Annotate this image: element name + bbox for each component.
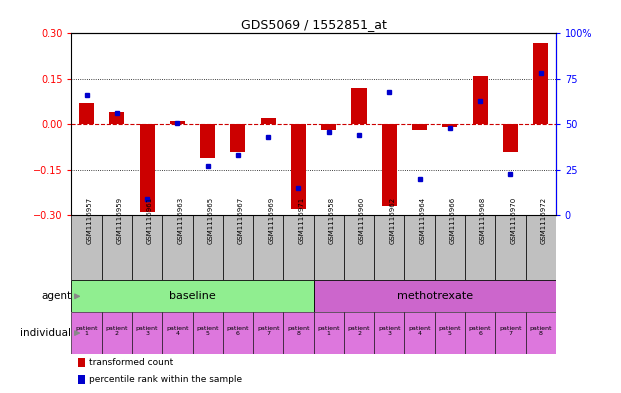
- Bar: [283, 215, 314, 280]
- Bar: [71, 215, 102, 280]
- Bar: [132, 215, 162, 280]
- Text: patient
2: patient 2: [106, 326, 128, 336]
- Text: patient
3: patient 3: [378, 326, 401, 336]
- Bar: [102, 312, 132, 354]
- Bar: [78, 358, 85, 367]
- Text: GSM1116965: GSM1116965: [207, 197, 214, 244]
- Text: patient
5: patient 5: [438, 326, 461, 336]
- Text: patient
8: patient 8: [288, 326, 310, 336]
- Bar: [382, 124, 397, 206]
- Bar: [314, 280, 556, 312]
- Bar: [170, 121, 185, 124]
- Bar: [102, 215, 132, 280]
- Bar: [404, 312, 435, 354]
- Text: patient
7: patient 7: [499, 326, 522, 336]
- Text: GSM1116972: GSM1116972: [541, 197, 546, 244]
- Bar: [344, 215, 374, 280]
- Bar: [495, 215, 525, 280]
- Bar: [253, 215, 283, 280]
- Bar: [435, 312, 465, 354]
- Text: baseline: baseline: [169, 291, 216, 301]
- Bar: [435, 215, 465, 280]
- Bar: [162, 312, 193, 354]
- Bar: [314, 312, 344, 354]
- Bar: [465, 215, 495, 280]
- Text: GSM1116970: GSM1116970: [510, 197, 517, 244]
- Bar: [404, 215, 435, 280]
- Text: GSM1116964: GSM1116964: [420, 197, 425, 244]
- Bar: [495, 312, 525, 354]
- Bar: [321, 124, 337, 130]
- Text: patient
8: patient 8: [530, 326, 552, 336]
- Text: GSM1116968: GSM1116968: [480, 197, 486, 244]
- Bar: [525, 312, 556, 354]
- Title: GDS5069 / 1552851_at: GDS5069 / 1552851_at: [241, 18, 386, 31]
- Bar: [291, 124, 306, 209]
- Bar: [200, 124, 215, 158]
- Bar: [223, 312, 253, 354]
- Text: GSM1116961: GSM1116961: [147, 197, 153, 244]
- Text: percentile rank within the sample: percentile rank within the sample: [89, 375, 242, 384]
- Text: methotrexate: methotrexate: [397, 291, 473, 301]
- Text: GSM1116963: GSM1116963: [178, 197, 183, 244]
- Bar: [140, 124, 155, 212]
- Text: patient
3: patient 3: [136, 326, 158, 336]
- Bar: [473, 76, 487, 124]
- Bar: [344, 312, 374, 354]
- Text: GSM1116971: GSM1116971: [299, 197, 304, 244]
- Bar: [374, 312, 404, 354]
- Text: GSM1116959: GSM1116959: [117, 197, 123, 244]
- Text: GSM1116957: GSM1116957: [86, 197, 93, 244]
- Bar: [78, 375, 85, 384]
- Text: patient
1: patient 1: [75, 326, 97, 336]
- Bar: [465, 312, 495, 354]
- Text: patient
6: patient 6: [227, 326, 249, 336]
- Text: GSM1116958: GSM1116958: [329, 197, 335, 244]
- Bar: [109, 112, 124, 124]
- Text: agent: agent: [41, 291, 71, 301]
- Text: patient
5: patient 5: [196, 326, 219, 336]
- Bar: [283, 312, 314, 354]
- Text: patient
7: patient 7: [257, 326, 279, 336]
- Text: patient
6: patient 6: [469, 326, 491, 336]
- Bar: [261, 118, 276, 124]
- Bar: [533, 42, 548, 124]
- Text: individual: individual: [20, 328, 71, 338]
- Bar: [71, 280, 314, 312]
- Bar: [79, 103, 94, 124]
- Bar: [132, 312, 162, 354]
- Bar: [314, 215, 344, 280]
- Bar: [412, 124, 427, 130]
- Bar: [193, 312, 223, 354]
- Bar: [503, 124, 518, 152]
- Bar: [71, 312, 102, 354]
- Bar: [253, 312, 283, 354]
- Bar: [374, 215, 404, 280]
- Text: GSM1116960: GSM1116960: [359, 197, 365, 244]
- Text: GSM1116967: GSM1116967: [238, 197, 244, 244]
- Bar: [162, 215, 193, 280]
- Bar: [442, 124, 458, 127]
- Bar: [230, 124, 245, 152]
- Text: patient
2: patient 2: [348, 326, 370, 336]
- Text: GSM1116966: GSM1116966: [450, 197, 456, 244]
- Text: transformed count: transformed count: [89, 358, 173, 367]
- Bar: [193, 215, 223, 280]
- Text: GSM1116969: GSM1116969: [268, 197, 274, 244]
- Text: patient
4: patient 4: [409, 326, 431, 336]
- Text: patient
1: patient 1: [317, 326, 340, 336]
- Bar: [525, 215, 556, 280]
- Text: GSM1116962: GSM1116962: [389, 197, 396, 244]
- Bar: [351, 88, 366, 124]
- Bar: [223, 215, 253, 280]
- Text: patient
4: patient 4: [166, 326, 189, 336]
